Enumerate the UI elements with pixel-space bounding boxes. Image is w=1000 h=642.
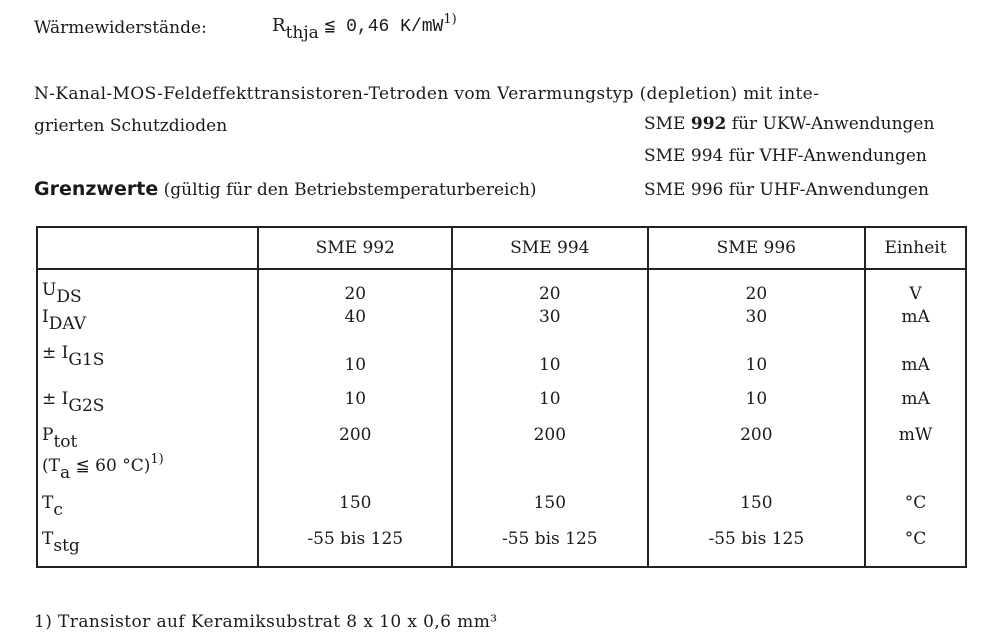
param-cell: IDAV <box>35 307 260 343</box>
param-cell: Ptot (Ta ≦ 60 °C)1) <box>35 425 260 493</box>
value-cell: 10 <box>646 389 867 425</box>
table-row: IDAV 40 30 30 mA <box>35 307 967 343</box>
heading-note: (gültig für den Betriebstemperaturbereic… <box>163 180 537 200</box>
value-cell: 150 <box>257 493 454 529</box>
value-cell: 200 <box>646 425 867 493</box>
param-cell: Tc <box>35 493 260 529</box>
thermal-sub: thja <box>285 23 319 43</box>
value-cell: 20 <box>451 269 649 307</box>
unit-cell: mA <box>864 389 967 425</box>
param-cell: ± IG1S <box>35 343 260 389</box>
value-cell: 10 <box>646 343 867 389</box>
table-header: SME 992 SME 994 SME 996 Einheit <box>35 226 967 270</box>
value-cell: 40 <box>257 307 454 343</box>
footnote: 1) Transistor auf Keramiksubstrat 8 x 10… <box>34 612 498 632</box>
table-row: Tstg -55 bis 125 -55 bis 125 -55 bis 125 °C <box>35 529 967 568</box>
model-996: SME 996 für UHF-Anwendungen <box>644 180 929 200</box>
value-cell: -55 bis 125 <box>257 529 454 568</box>
value-cell: 10 <box>451 343 649 389</box>
value-cell: 30 <box>451 307 649 343</box>
param-cell: ± IG2S <box>35 389 260 425</box>
value-cell: 10 <box>257 343 454 389</box>
section-heading: Grenzwerte (gültig für den Betriebstempe… <box>34 178 537 200</box>
table-row: Ptot (Ta ≦ 60 °C)1) 200 200 200 mW <box>35 425 967 493</box>
header-sme994: SME 994 <box>451 226 649 270</box>
thermal-footref: 1) <box>443 12 457 27</box>
param-cell: Tstg <box>35 529 260 568</box>
param-cell: UDS <box>35 269 260 307</box>
value-cell: 20 <box>646 269 867 307</box>
value-cell: 150 <box>646 493 867 529</box>
header-param <box>35 226 260 270</box>
thermal-label: Wärmewiderstände: <box>34 18 207 38</box>
heading-title: Grenzwerte <box>34 178 159 200</box>
unit-cell: mA <box>864 307 967 343</box>
unit-cell: °C <box>864 493 967 529</box>
thermal-resistance: Rthja ≦ 0,46 K/mW1) <box>272 12 457 43</box>
header-sme996: SME 996 <box>646 226 867 270</box>
value-cell: 200 <box>451 425 649 493</box>
header-unit: Einheit <box>864 226 967 270</box>
table-row: UDS 20 20 20 V <box>35 269 967 307</box>
value-cell: 10 <box>451 389 649 425</box>
unit-cell: mW <box>864 425 967 493</box>
intro-line-1: N-Kanal-MOS-Feldeffekttransistoren-Tetro… <box>34 84 820 104</box>
value-cell: -55 bis 125 <box>451 529 649 568</box>
value-cell: 20 <box>257 269 454 307</box>
thermal-value: ≦ 0,46 K/mW <box>324 17 444 37</box>
table-row: Tc 150 150 150 °C <box>35 493 967 529</box>
value-cell: 200 <box>257 425 454 493</box>
value-cell: 150 <box>451 493 649 529</box>
header-sme992: SME 992 <box>257 226 454 270</box>
model-992: SME 992 für UKW-Anwendungen <box>644 114 935 134</box>
value-cell: 30 <box>646 307 867 343</box>
intro-line-2: grierten Schutzdioden <box>34 116 228 136</box>
unit-cell: mA <box>864 343 967 389</box>
unit-cell: °C <box>864 529 967 568</box>
value-cell: -55 bis 125 <box>646 529 867 568</box>
thermal-symbol: R <box>272 15 286 36</box>
unit-cell: V <box>864 269 967 307</box>
value-cell: 10 <box>257 389 454 425</box>
limits-table: SME 992 SME 994 SME 996 Einheit UDS 20 20 2… <box>35 226 967 568</box>
table-row: ± IG2S 10 10 10 mA <box>35 389 967 425</box>
model-994: SME 994 für VHF-Anwendungen <box>644 146 927 166</box>
table-row: ± IG1S 10 10 10 mA <box>35 343 967 389</box>
